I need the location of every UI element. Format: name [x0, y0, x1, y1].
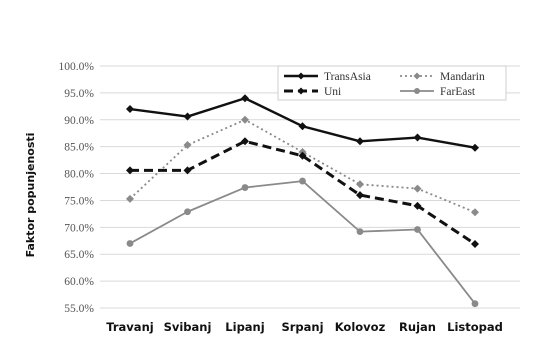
- data-point-fareast: [299, 177, 306, 185]
- y-tick-label: 95.0%: [64, 88, 94, 100]
- y-tick-label: 55.0%: [64, 303, 94, 315]
- data-point-uni: [471, 240, 479, 249]
- y-tick-label: 75.0%: [64, 195, 94, 207]
- y-tick-label: 65.0%: [64, 249, 94, 261]
- legend-item-transasia: TransAsia: [284, 71, 371, 83]
- legend-label-transasia: TransAsia: [324, 71, 371, 83]
- data-point-transasia: [126, 105, 134, 114]
- data-point-uni: [298, 151, 307, 160]
- series-transasia: [126, 94, 479, 152]
- y-tick-label: 70.0%: [64, 222, 94, 234]
- data-point-uni: [183, 166, 192, 175]
- legend-label-mandarin: Mandarin: [440, 71, 485, 83]
- y-tick-label: 80.0%: [64, 169, 94, 181]
- data-point-transasia: [413, 133, 422, 142]
- legend-item-uni: Uni: [284, 86, 341, 98]
- series-uni: [126, 137, 479, 249]
- legend-item-fareast: FarEast: [400, 86, 476, 98]
- legend-marker-mandarin: [413, 72, 421, 80]
- y-tick-label: 90.0%: [64, 115, 94, 127]
- y-tick-label: 60.0%: [64, 276, 94, 288]
- x-axis-ticks: Travanj Svibanj Lipanj Srpanj Kolovoz Rujan Li…: [106, 320, 503, 334]
- x-tick-label: Svibanj: [164, 320, 212, 334]
- data-point-transasia: [298, 122, 307, 131]
- data-point-fareast: [471, 300, 479, 308]
- series-fareast: [126, 177, 479, 308]
- y-tick-label: 85.0%: [64, 142, 94, 154]
- data-point-fareast: [356, 228, 364, 236]
- data-point-uni: [356, 191, 364, 200]
- data-point-uni: [126, 166, 134, 175]
- data-point-fareast: [414, 226, 421, 233]
- data-point-fareast: [126, 240, 134, 247]
- x-tick-label: Rujan: [399, 320, 436, 334]
- legend-marker-uni: [297, 87, 305, 95]
- legend-marker-transasia: [297, 72, 305, 80]
- legend-item-mandarin: Mandarin: [400, 71, 485, 83]
- legend-label-uni: Uni: [324, 86, 341, 98]
- data-point-mandarin: [126, 194, 134, 203]
- data-point-transasia: [183, 112, 192, 121]
- legend-marker-fareast: [414, 88, 420, 94]
- data-point-fareast: [184, 208, 191, 216]
- x-tick-label: Lipanj: [225, 320, 264, 334]
- data-point-mandarin: [241, 115, 249, 124]
- data-point-transasia: [241, 94, 249, 103]
- data-point-transasia: [356, 137, 364, 146]
- y-tick-label: 100.0%: [59, 61, 95, 73]
- y-axis-ticks: 55.0% 60.0% 65.0% 70.0% 75.0% 80.0% 85.0% 90.0%…: [59, 61, 95, 315]
- x-tick-label: Kolovoz: [335, 320, 386, 334]
- legend-box: [277, 65, 507, 101]
- data-point-uni: [241, 137, 249, 146]
- data-point-mandarin: [413, 184, 422, 193]
- legend: TransAsia Mandarin Uni FarEast: [277, 65, 507, 101]
- legend-label-fareast: FarEast: [440, 86, 476, 98]
- data-point-mandarin: [356, 180, 364, 189]
- series-layer: [126, 94, 479, 308]
- x-tick-label: Listopad: [447, 320, 503, 334]
- data-point-mandarin: [471, 208, 479, 217]
- data-point-uni: [413, 201, 422, 210]
- data-point-mandarin: [183, 141, 192, 150]
- y-axis-label: Faktor popunjenosti: [24, 133, 37, 258]
- data-point-transasia: [471, 143, 479, 152]
- x-tick-label: Srpanj: [281, 320, 323, 334]
- x-tick-label: Travanj: [106, 320, 153, 334]
- data-point-fareast: [241, 184, 249, 191]
